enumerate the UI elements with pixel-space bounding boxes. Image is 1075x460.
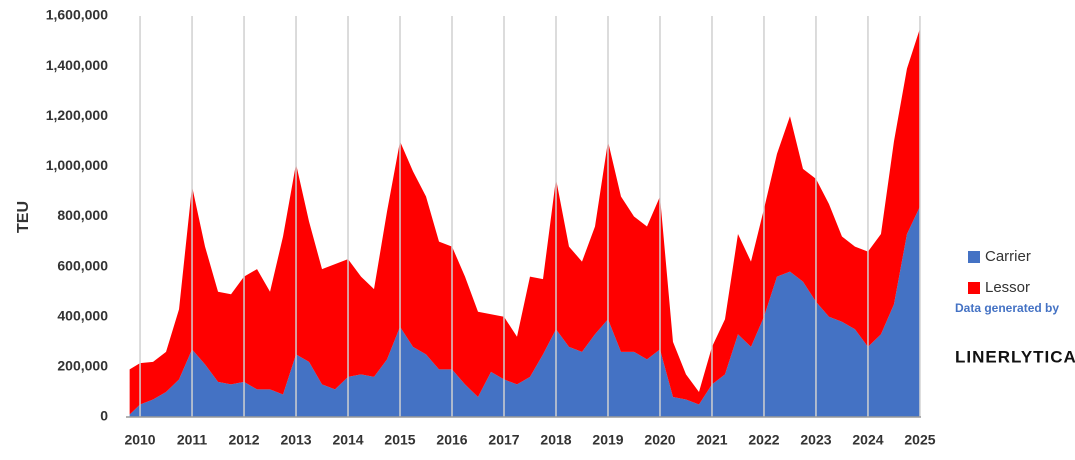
legend-swatch bbox=[968, 282, 980, 294]
x-tick-label: 2020 bbox=[644, 432, 675, 448]
legend-label: Lessor bbox=[985, 279, 1030, 296]
x-tick-label: 2014 bbox=[332, 432, 363, 448]
y-tick-label: 400,000 bbox=[57, 307, 108, 323]
x-tick-label: 2011 bbox=[177, 432, 208, 448]
y-tick-label: 800,000 bbox=[57, 207, 108, 223]
x-tick-label: 2016 bbox=[436, 432, 467, 448]
area bbox=[129, 206, 920, 417]
x-tick-label: 2023 bbox=[800, 432, 831, 448]
legend-label: Carrier bbox=[985, 248, 1031, 265]
y-tick-label: 200,000 bbox=[57, 358, 108, 374]
x-tick-label: 2018 bbox=[540, 432, 571, 448]
grid bbox=[139, 16, 921, 417]
x-tick-label: 2017 bbox=[488, 432, 519, 448]
y-tick-label: 1,400,000 bbox=[46, 57, 108, 73]
y-axis-label: TEU bbox=[15, 201, 32, 233]
y-tick-label: 600,000 bbox=[57, 257, 108, 273]
y-tick-label: 1,000,000 bbox=[46, 157, 108, 173]
area bbox=[129, 28, 920, 415]
x-tick-label: 2015 bbox=[384, 432, 415, 448]
y-tick-label: 1,600,000 bbox=[46, 7, 108, 23]
x-tick-label: 2024 bbox=[852, 432, 883, 448]
plot-area bbox=[129, 28, 920, 417]
x-tick-label: 2010 bbox=[124, 432, 155, 448]
x-tick-label: 2019 bbox=[592, 432, 623, 448]
x-tick-label: 2021 bbox=[696, 432, 727, 448]
credit-brand: LINERLYTICA bbox=[955, 347, 1075, 366]
x-tick-label: 2012 bbox=[228, 432, 259, 448]
x-tick-label: 2025 bbox=[904, 432, 935, 448]
x-tick-label: 2022 bbox=[748, 432, 779, 448]
legend-swatch bbox=[968, 251, 980, 263]
credit-line: Data generated by bbox=[955, 301, 1059, 315]
y-tick-label: 0 bbox=[100, 408, 108, 424]
x-tick-label: 2013 bbox=[280, 432, 311, 448]
y-tick-label: 1,200,000 bbox=[46, 107, 108, 123]
